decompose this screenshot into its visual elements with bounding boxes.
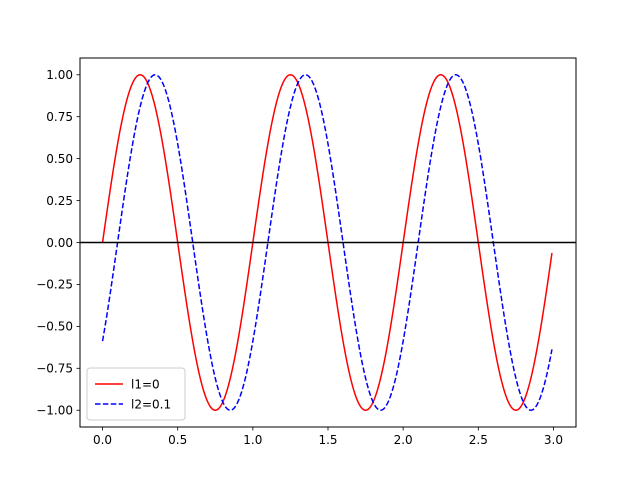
y-tick-label: 1.00 [46, 68, 73, 82]
x-tick-label: 1.5 [318, 433, 337, 447]
legend-label-2: l2=0.1 [131, 397, 171, 411]
y-tick-label: 0.00 [46, 236, 73, 250]
y-tick-label: −0.75 [36, 362, 73, 376]
x-tick-label: 2.0 [394, 433, 413, 447]
y-tick-label: 0.25 [46, 194, 73, 208]
legend: l1=0 l2=0.1 [87, 368, 185, 420]
y-tick-label: −0.25 [36, 278, 73, 292]
y-tick-label: −1.00 [36, 404, 73, 418]
y-tick-label: −0.50 [36, 320, 73, 334]
legend-box [87, 368, 185, 420]
x-tick-label: 1.0 [243, 433, 262, 447]
x-tick-label: 2.5 [469, 433, 488, 447]
x-tick-label: 3.0 [544, 433, 563, 447]
legend-label-1: l1=0 [131, 377, 160, 391]
x-tick-label: 0.0 [93, 433, 112, 447]
y-tick-label: 0.50 [46, 152, 73, 166]
x-tick-label: 0.5 [168, 433, 187, 447]
y-tick-label: 0.75 [46, 110, 73, 124]
